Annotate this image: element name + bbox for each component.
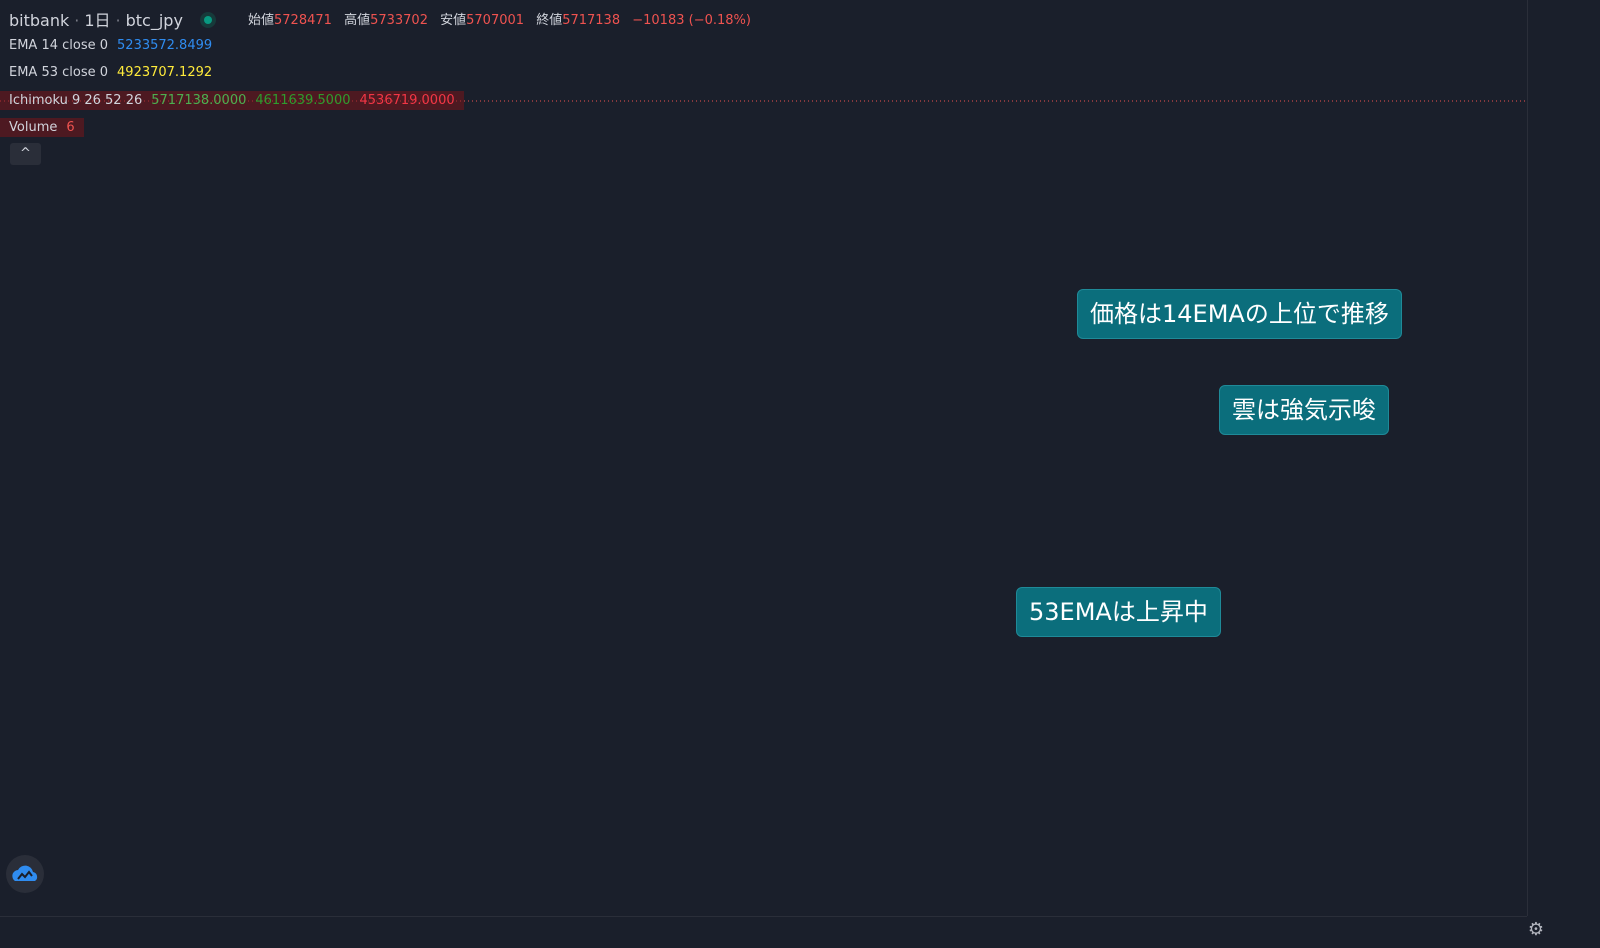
legend-value: 4611639.5000: [255, 93, 351, 108]
legend-value: 5717138.0000: [151, 93, 247, 108]
collapse-legend-button[interactable]: ^: [10, 143, 41, 165]
callout-text: 雲は強気示唆: [1232, 396, 1376, 424]
low-value: 5707001: [466, 13, 525, 28]
open-label: 始値: [248, 13, 275, 28]
ohlc-values: 始値5728471 高値5733702 安値5707001 終値5717138 …: [248, 9, 759, 28]
legend-ema-0[interactable]: EMA 14 close 0 5233572.8499: [0, 36, 221, 55]
legend-value: 6: [66, 120, 75, 135]
chevron-up-icon: ^: [20, 146, 31, 161]
close-value: 5717138: [562, 13, 621, 28]
market-status-icon: [200, 12, 217, 28]
legend-label: EMA 14 close 0: [9, 38, 109, 53]
price-chart-plot[interactable]: [0, 0, 1527, 916]
interval[interactable]: 1日: [84, 11, 111, 30]
price-axis[interactable]: [1527, 0, 1600, 916]
exchange-name: bitbank: [9, 11, 70, 30]
symbol: btc_jpy: [125, 11, 183, 30]
close-label: 終値: [536, 13, 563, 28]
symbol-header[interactable]: bitbank · 1日 · btc_jpy: [9, 7, 217, 31]
legend-label: Volume: [9, 120, 58, 135]
settings-gear-icon[interactable]: ⚙: [1527, 919, 1545, 940]
legend-ichimoku-2[interactable]: Ichimoku 9 26 52 26 5717138.0000 4611639.5…: [0, 91, 464, 110]
callout-text: 価格は14EMAの上位で推移: [1090, 300, 1389, 328]
legend-value: 4536719.0000: [359, 93, 455, 108]
change-value: −10183 (−0.18%): [632, 13, 751, 28]
callout-ema14: 価格は14EMAの上位で推移: [1077, 289, 1402, 339]
high-label: 高値: [344, 13, 371, 28]
low-label: 安値: [440, 13, 467, 28]
cloud-logo-icon: [12, 865, 38, 881]
callout-cloud: 雲は強気示唆: [1219, 385, 1389, 435]
high-value: 5733702: [370, 13, 428, 28]
legend-label: Ichimoku 9 26 52 26: [9, 93, 143, 108]
open-value: 5728471: [274, 13, 332, 28]
callout-ema53: 53EMAは上昇中: [1016, 587, 1221, 637]
legend-ema-1[interactable]: EMA 53 close 0 4923707.1292: [0, 63, 221, 82]
legend-volume-3[interactable]: Volume 6: [0, 118, 84, 137]
legend-value: 4923707.1292: [117, 65, 213, 80]
legend-label: EMA 53 close 0: [9, 65, 109, 80]
legend-value: 5233572.8499: [117, 38, 213, 53]
time-axis[interactable]: [0, 916, 1527, 948]
tradingview-logo-button[interactable]: [6, 855, 44, 893]
callout-text: 53EMAは上昇中: [1029, 598, 1208, 626]
